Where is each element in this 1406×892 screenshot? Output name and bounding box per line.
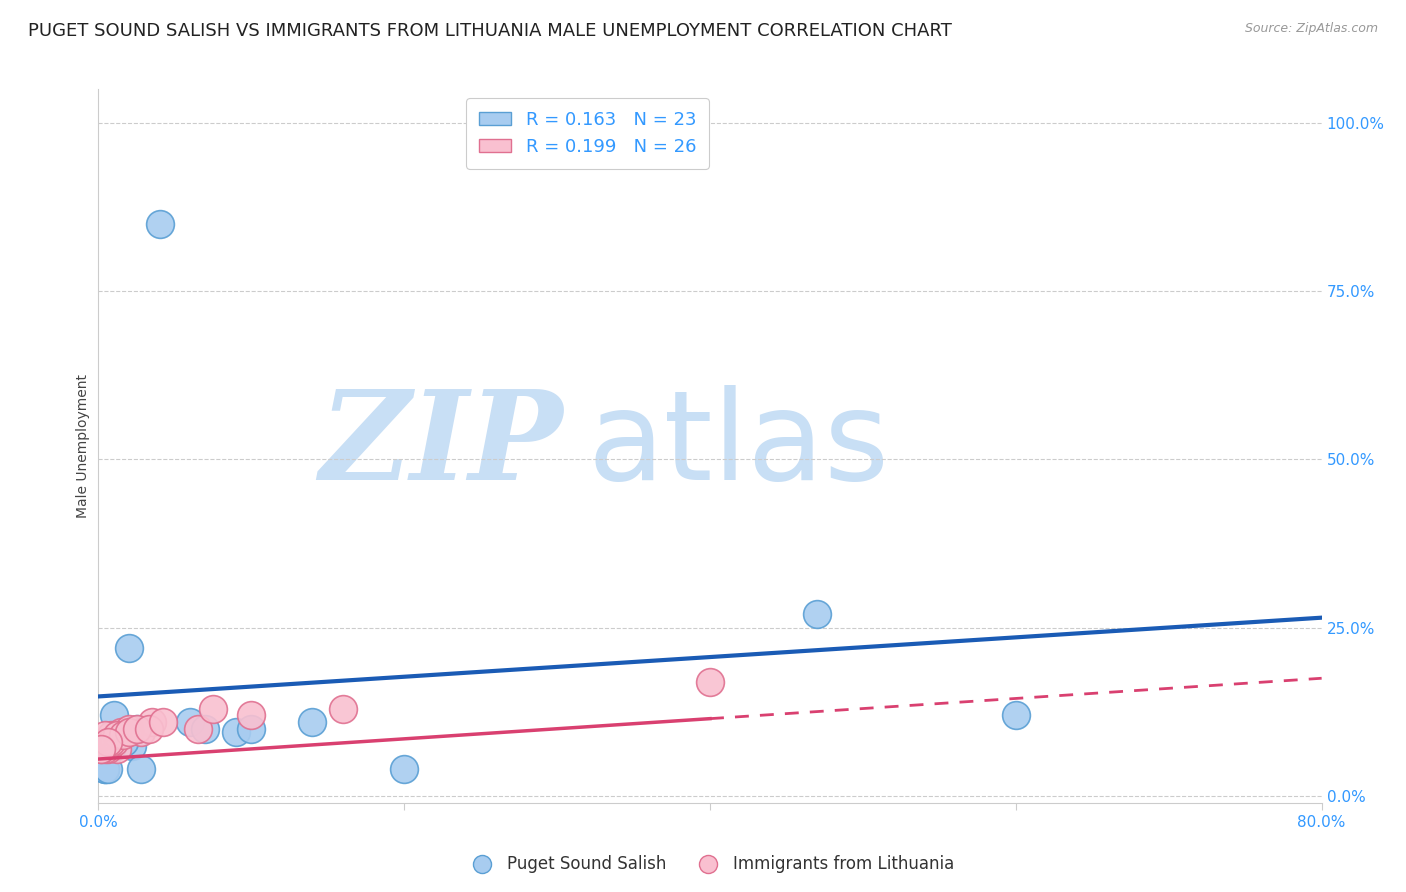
Point	[125, 722, 148, 736]
Text: Source: ZipAtlas.com: Source: ZipAtlas.com	[1244, 22, 1378, 36]
Point	[93, 762, 115, 776]
Point	[129, 725, 152, 739]
Point	[90, 742, 112, 756]
Point	[103, 735, 125, 749]
Point	[105, 742, 128, 756]
Text: PUGET SOUND SALISH VS IMMIGRANTS FROM LITHUANIA MALE UNEMPLOYMENT CORRELATION CH: PUGET SOUND SALISH VS IMMIGRANTS FROM LI…	[28, 22, 952, 40]
Point	[93, 762, 115, 776]
Point	[97, 735, 120, 749]
Point	[141, 714, 163, 729]
Point	[93, 729, 115, 743]
Point	[138, 722, 160, 736]
Text: atlas: atlas	[588, 385, 890, 507]
Point	[392, 762, 416, 776]
Point	[107, 729, 129, 743]
Point	[1004, 708, 1026, 723]
Point	[301, 714, 323, 729]
Point	[240, 722, 263, 736]
Point	[100, 729, 122, 743]
Point	[100, 735, 122, 749]
Point	[118, 725, 141, 739]
Point	[125, 722, 148, 736]
Point	[149, 217, 172, 231]
Point	[97, 742, 120, 756]
Y-axis label: Male Unemployment: Male Unemployment	[76, 374, 90, 518]
Point	[90, 742, 112, 756]
Point	[179, 714, 201, 729]
Point	[110, 729, 132, 743]
Point	[105, 729, 128, 743]
Point	[187, 722, 209, 736]
Point	[112, 735, 135, 749]
Point	[194, 722, 217, 736]
Point	[100, 735, 122, 749]
Point	[118, 640, 141, 655]
Point	[105, 729, 128, 743]
Point	[121, 739, 143, 753]
Point	[100, 742, 122, 756]
Point	[699, 674, 721, 689]
Point	[332, 701, 354, 715]
Point	[97, 762, 120, 776]
Point	[110, 725, 132, 739]
Point	[111, 729, 134, 743]
Point	[202, 701, 225, 715]
Point	[129, 762, 152, 776]
Legend: Puget Sound Salish, Immigrants from Lithuania: Puget Sound Salish, Immigrants from Lith…	[458, 849, 962, 880]
Point	[93, 742, 115, 756]
Point	[225, 725, 247, 739]
Point	[806, 607, 828, 622]
Point	[152, 714, 174, 729]
Point	[103, 708, 125, 723]
Point	[115, 731, 138, 746]
Point	[240, 708, 263, 723]
Point	[118, 722, 141, 736]
Text: ZIP: ZIP	[319, 385, 564, 507]
